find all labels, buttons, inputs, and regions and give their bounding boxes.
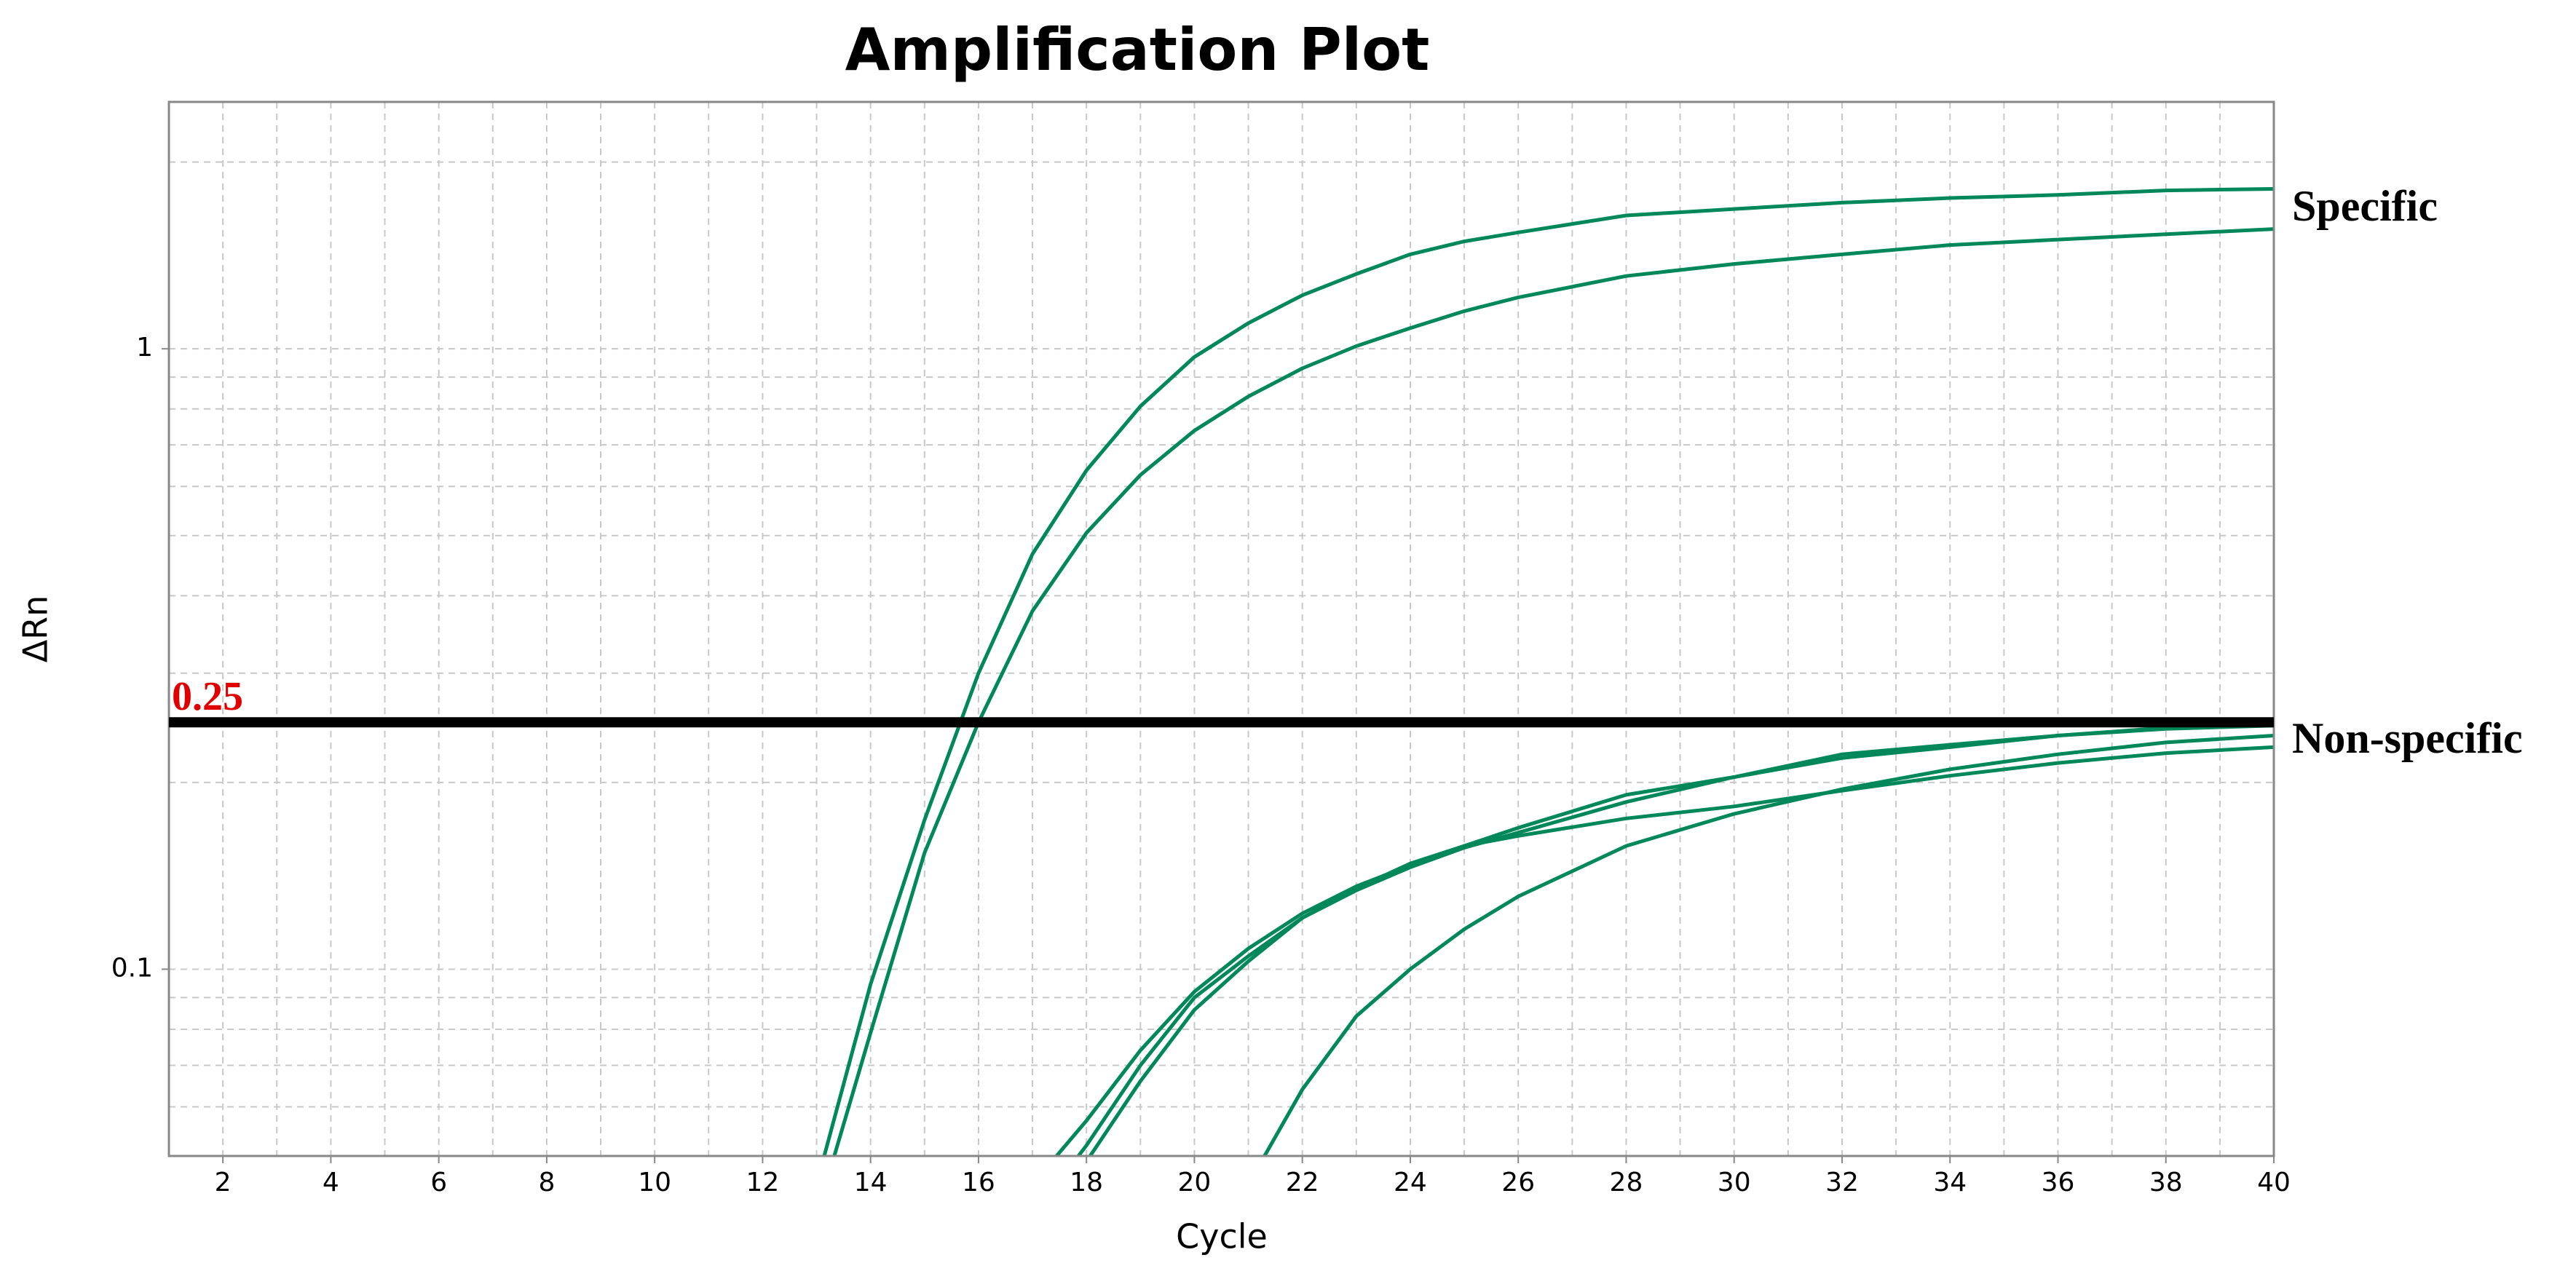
x-tick-label: 38 [2149, 1168, 2183, 1197]
y-tick-label: 0.1 [111, 953, 153, 983]
x-tick-label: 12 [746, 1168, 780, 1197]
x-tick-label: 24 [1394, 1168, 1427, 1197]
x-tick-label: 4 [323, 1168, 339, 1197]
x-tick-label: 36 [2042, 1168, 2075, 1197]
x-tick-label: 10 [638, 1168, 671, 1197]
series-line [832, 227, 2274, 1156]
x-tick-label: 6 [430, 1168, 447, 1197]
y-axis-title: ΔRn [16, 595, 55, 663]
series-line [822, 187, 2274, 1156]
y-tick-label: 1 [136, 333, 153, 363]
plot-frame [167, 100, 2275, 1157]
x-tick-label: 40 [2257, 1168, 2291, 1197]
x-tick-label: 14 [854, 1168, 888, 1197]
threshold-label: 0.25 [172, 674, 243, 719]
grid [169, 102, 2275, 1156]
series-line [1262, 734, 2274, 1156]
x-tick-label: 34 [1933, 1168, 1967, 1197]
x-tick-label: 26 [1501, 1168, 1535, 1197]
x-tick-label: 8 [538, 1168, 555, 1197]
x-tick-label: 20 [1178, 1168, 1212, 1197]
x-tick-label: 18 [1070, 1168, 1103, 1197]
x-tick-label: 32 [1825, 1168, 1859, 1197]
series-line [1088, 745, 2274, 1156]
x-tick-label: 16 [962, 1168, 995, 1197]
x-tick-label: 28 [1610, 1168, 1643, 1197]
x-axis-title: Cycle [1176, 1217, 1268, 1256]
annotation: Specific [2292, 182, 2438, 230]
x-tick-label: 22 [1286, 1168, 1319, 1197]
x-tick-label: 30 [1718, 1168, 1751, 1197]
overlay: 2 4 6 8 10 12 14 16 18 20 22 24 26 28 30 32 34 36 38 400.11… [111, 182, 2523, 1197]
chart-title: Amplification Plot [845, 16, 1430, 84]
x-tick-label: 2 [215, 1168, 232, 1197]
plot-lines [822, 187, 2274, 1156]
annotation: Non-specific [2292, 714, 2523, 762]
